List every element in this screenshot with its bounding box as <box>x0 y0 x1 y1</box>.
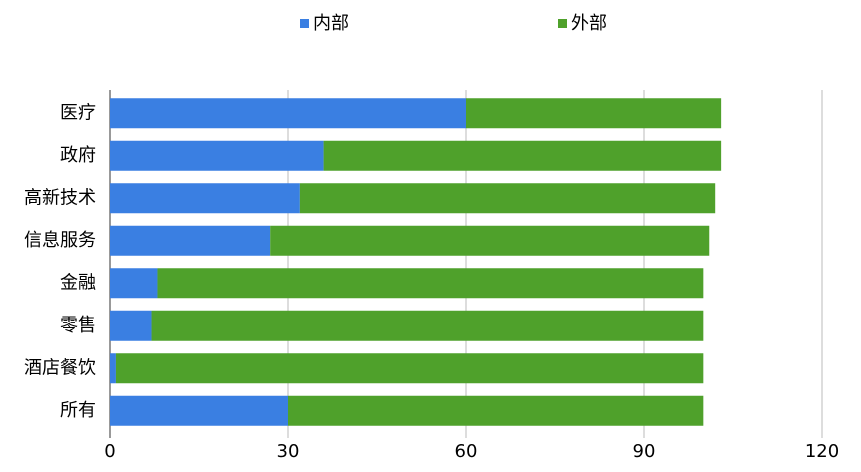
bar-segment <box>110 225 271 256</box>
bar-segment <box>157 268 704 299</box>
bar-segment <box>110 310 152 341</box>
bar-segment <box>288 395 704 426</box>
x-tick-label: 120 <box>805 441 839 462</box>
bar-segment <box>270 225 710 256</box>
y-tick-label: 酒店餐饮 <box>24 357 96 378</box>
bar-segment <box>110 183 300 214</box>
y-tick-label: 金融 <box>60 272 96 293</box>
x-tick-label: 60 <box>455 441 478 462</box>
bar-segment <box>299 183 716 214</box>
x-tick-label: 30 <box>277 441 300 462</box>
legend-swatch <box>558 19 567 28</box>
bar-segment <box>115 353 704 384</box>
y-tick-label: 信息服务 <box>24 230 96 251</box>
legend-label: 内部 <box>313 13 349 34</box>
bar-segment <box>110 353 116 384</box>
legend-label: 外部 <box>571 13 607 34</box>
bar-segment <box>110 395 288 426</box>
bar-segment <box>110 268 158 299</box>
bar-segment <box>110 140 324 171</box>
x-tick-label: 90 <box>633 441 656 462</box>
bar-segment <box>110 98 466 129</box>
legend-swatch <box>300 19 309 28</box>
bar-segment <box>151 310 704 341</box>
y-tick-label: 政府 <box>60 145 96 166</box>
y-tick-label: 零售 <box>60 315 96 336</box>
y-tick-label: 高新技术 <box>24 187 96 208</box>
bar-segment <box>323 140 722 171</box>
x-tick-label: 0 <box>104 441 115 462</box>
bar-segment <box>466 98 722 129</box>
y-tick-label: 所有 <box>60 400 96 421</box>
y-tick-label: 医疗 <box>60 102 96 123</box>
